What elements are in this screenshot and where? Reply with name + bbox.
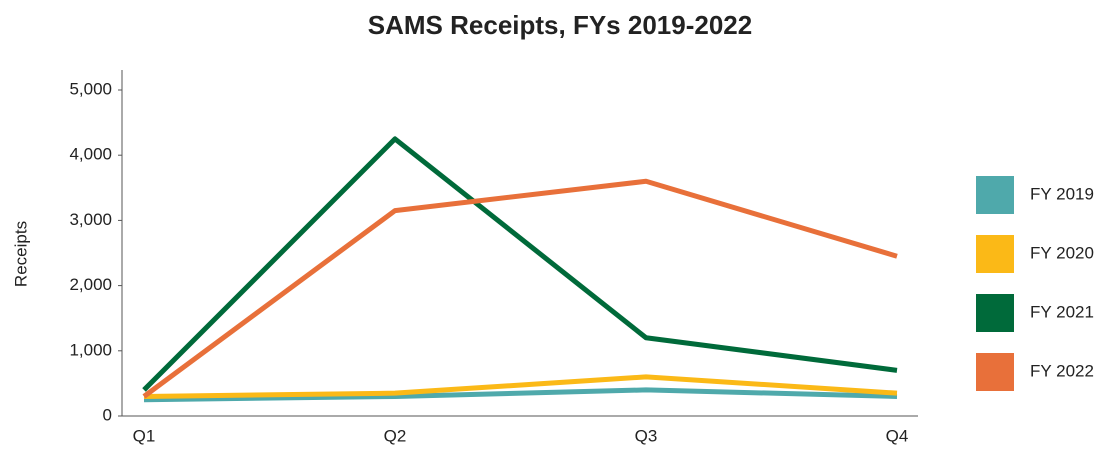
legend-swatch	[976, 294, 1014, 332]
y-tick-label: 3,000	[69, 210, 112, 229]
x-tick-label: Q3	[635, 426, 658, 445]
series-line	[142, 178, 898, 399]
series-line	[142, 136, 898, 392]
y-axis-label: Receipts	[11, 221, 30, 287]
x-tick-label: Q1	[133, 426, 156, 445]
y-tick-label: 2,000	[69, 275, 112, 294]
legend-label: FY 2021	[1030, 302, 1094, 321]
legend-label: FY 2019	[1030, 184, 1094, 203]
y-tick-label: 4,000	[69, 145, 112, 164]
chart-title: SAMS Receipts, FYs 2019-2022	[368, 10, 752, 40]
series-line	[143, 387, 898, 403]
y-tick-label: 0	[103, 405, 112, 424]
x-tick-label: Q2	[384, 426, 407, 445]
legend-label: FY 2022	[1030, 361, 1094, 380]
series-line	[143, 374, 898, 399]
legend-swatch	[976, 176, 1014, 214]
x-tick-label: Q4	[886, 426, 909, 445]
legend-label: FY 2020	[1030, 243, 1094, 262]
y-tick-label: 5,000	[69, 79, 112, 98]
y-tick-label: 1,000	[69, 340, 112, 359]
legend-swatch	[976, 235, 1014, 273]
legend-swatch	[976, 353, 1014, 391]
